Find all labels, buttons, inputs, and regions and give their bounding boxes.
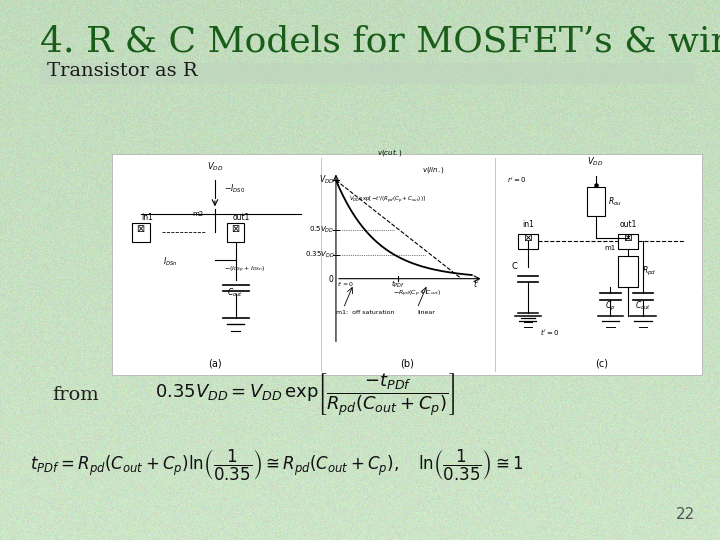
Text: $t'=0$: $t'=0$ [540, 327, 559, 338]
FancyBboxPatch shape [587, 187, 605, 216]
Text: $V_{DD}$: $V_{DD}$ [319, 174, 335, 186]
Text: $-R_{pd}(C_p+C_{out})$: $-R_{pd}(C_p+C_{out})$ [393, 288, 441, 299]
Text: $t_{PDf} = R_{pd}(C_{out}+C_p)\ln\!\left(\dfrac{1}{0.35}\right) \cong R_{pd}(C_{: $t_{PDf} = R_{pd}(C_{out}+C_p)\ln\!\left… [30, 448, 523, 483]
Text: $-(I_{DSp}+I_{DSn})$: $-(I_{DSp}+I_{DSn})$ [224, 265, 265, 275]
Text: 22: 22 [675, 508, 695, 523]
Text: linear: linear [417, 310, 435, 315]
FancyBboxPatch shape [132, 222, 150, 242]
Text: $C_p$: $C_p$ [606, 300, 616, 313]
Text: $\boxtimes$: $\boxtimes$ [523, 232, 533, 244]
Text: $V_{DD}$: $V_{DD}$ [588, 156, 604, 168]
Text: m1: m1 [605, 245, 616, 251]
Text: $C_{out}$: $C_{out}$ [635, 300, 651, 312]
Text: (b): (b) [400, 359, 414, 368]
Text: Transistor as R: Transistor as R [47, 62, 197, 80]
Text: $0.35V_{DD}$: $0.35V_{DD}$ [305, 249, 335, 260]
FancyBboxPatch shape [618, 256, 638, 287]
Text: $\boxtimes$: $\boxtimes$ [624, 232, 633, 244]
Text: $V_{DD}$: $V_{DD}$ [207, 160, 223, 173]
Text: m2: m2 [192, 211, 203, 217]
Text: $0.5V_{DD}$: $0.5V_{DD}$ [310, 225, 335, 235]
Text: $v(cut.)$: $v(cut.)$ [377, 147, 403, 158]
Text: $\boxtimes$: $\boxtimes$ [231, 224, 240, 234]
Text: $v(lin.)$: $v(lin.)$ [422, 165, 444, 175]
Text: out1: out1 [619, 220, 637, 229]
Text: $-I_{DS0}$: $-I_{DS0}$ [224, 183, 245, 195]
Text: out1: out1 [233, 213, 250, 222]
Text: C: C [512, 262, 518, 271]
Text: $I_{DSn}$: $I_{DSn}$ [163, 255, 178, 268]
Text: 4. R & C Models for MOSFET’s & wires: 4. R & C Models for MOSFET’s & wires [40, 24, 720, 58]
Text: $t'=0$: $t'=0$ [338, 280, 355, 289]
Text: (c): (c) [595, 359, 608, 368]
Text: $0.35V_{DD} = V_{DD}\,\exp\!\left[\dfrac{-t_{PDf}}{R_{pd}(C_{out}+C_p)}\right]$: $0.35V_{DD} = V_{DD}\,\exp\!\left[\dfrac… [155, 372, 455, 418]
Text: (a): (a) [208, 359, 222, 368]
Text: $C_{out}$: $C_{out}$ [228, 287, 243, 299]
Text: from: from [52, 386, 99, 404]
Text: $r'=0$: $r'=0$ [507, 175, 526, 185]
Text: m1:  off saturation: m1: off saturation [336, 310, 395, 315]
Text: $R_{ou}$: $R_{ou}$ [608, 195, 622, 208]
Text: $\boxtimes$: $\boxtimes$ [137, 224, 145, 234]
FancyBboxPatch shape [227, 222, 244, 242]
Text: in1: in1 [141, 213, 153, 222]
Text: $R_{pd}$: $R_{pd}$ [642, 265, 656, 278]
Text: $0$: $0$ [328, 273, 335, 284]
Text: in1: in1 [522, 220, 534, 229]
FancyBboxPatch shape [40, 63, 695, 84]
Text: $V_{DD}\exp[-t'/(R_{pd}(C_p+C_{out}))]$: $V_{DD}\exp[-t'/(R_{pd}(C_p+C_{out}))]$ [349, 194, 426, 205]
FancyBboxPatch shape [112, 154, 702, 375]
Text: $t_{PDf}$: $t_{PDf}$ [391, 279, 405, 290]
FancyBboxPatch shape [618, 234, 638, 249]
FancyBboxPatch shape [518, 234, 538, 249]
Text: $t'$: $t'$ [472, 278, 480, 289]
